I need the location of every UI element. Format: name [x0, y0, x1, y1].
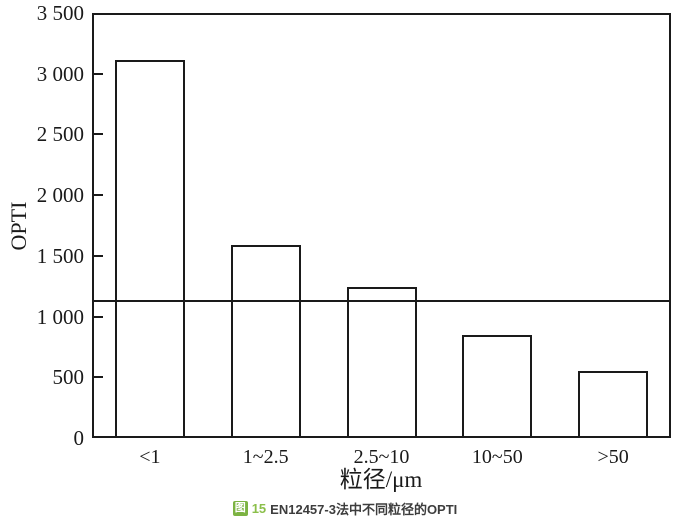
figure-caption: 图 15 EN12457-3法中不同粒径的OPTI	[0, 499, 690, 518]
bar	[346, 287, 417, 438]
y-axis-tick	[94, 194, 103, 197]
y-axis-tick	[94, 254, 103, 257]
y-tick-label: 1 000	[36, 304, 84, 329]
reference-line	[92, 299, 671, 302]
y-tick-label: 2 000	[36, 183, 84, 208]
x-tick-label: 1~2.5	[242, 446, 289, 468]
y-tick-label: 2 500	[36, 122, 84, 147]
y-tick-label: 3 000	[36, 61, 84, 86]
bar	[114, 60, 185, 438]
x-tick-label: <1	[139, 446, 161, 468]
y-axis-tick	[94, 376, 103, 379]
figure-label-icon: 图	[232, 501, 248, 516]
y-axis-tick	[94, 133, 103, 136]
y-tick-label: 0	[73, 426, 85, 450]
x-tick-label: 2.5~10	[353, 446, 410, 468]
y-tick-label: 1 500	[36, 243, 84, 268]
x-tick-label: 10~50	[471, 446, 523, 468]
bar	[230, 244, 301, 438]
x-axis-title: 粒径/μm	[339, 467, 423, 492]
figure-number: 15	[251, 501, 267, 516]
bar	[462, 334, 533, 438]
figure-caption-text: EN12457-3法中不同粒径的OPTI	[270, 502, 458, 517]
y-tick-label: 3 500	[36, 1, 84, 25]
x-tick-label: >50	[597, 446, 629, 468]
y-tick-label: 500	[52, 365, 85, 390]
bar	[578, 371, 649, 438]
y-axis-title: OPTI	[6, 201, 31, 251]
y-axis-tick	[94, 72, 103, 75]
y-axis-tick	[94, 315, 103, 318]
